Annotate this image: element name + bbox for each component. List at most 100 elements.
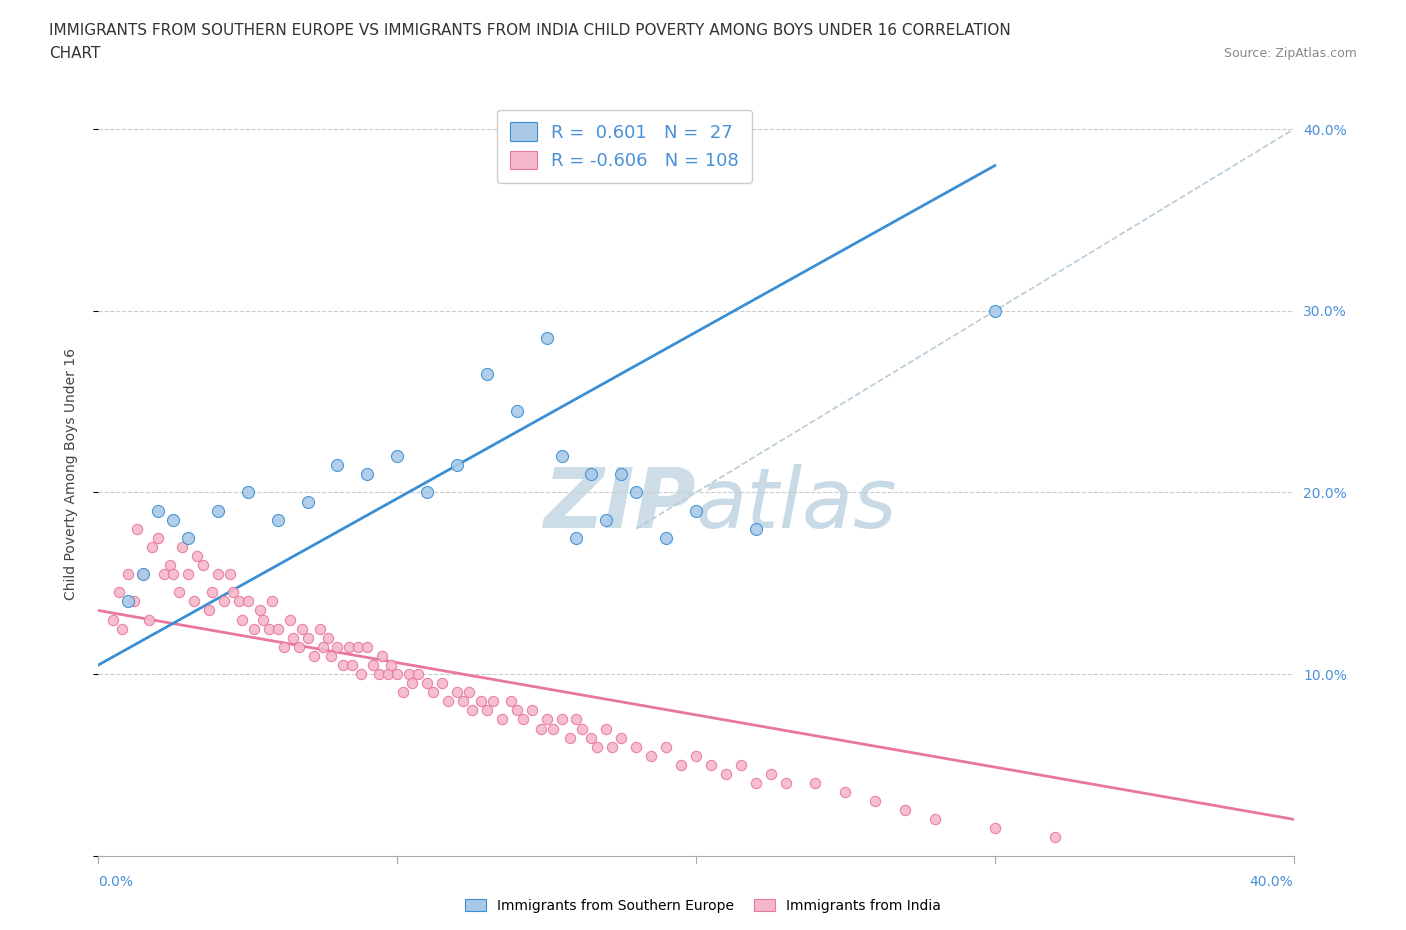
Point [595,721,617,736]
Point [148,530,170,545]
Point [380,658,402,672]
Point [228,594,250,609]
Point [132,566,155,581]
Point [610,730,633,745]
Point [626,485,648,500]
Point [236,594,259,609]
Point [103,612,125,627]
Point [326,458,349,472]
Point [212,594,235,609]
Point [610,467,633,482]
Point [520,703,543,718]
Point [924,812,946,827]
Point [183,594,205,609]
Point [700,757,723,772]
Point [775,776,797,790]
Point [191,558,214,573]
Point [595,512,617,527]
Point [655,739,678,754]
Point [550,448,572,463]
Point [550,712,572,727]
Point [111,621,134,636]
Point [655,530,678,545]
Point [273,639,295,654]
Point [108,585,131,600]
Point [377,667,399,682]
Point [406,667,429,682]
Point [236,485,259,500]
Point [287,639,309,654]
Point [685,749,707,764]
Point [267,621,290,636]
Text: Source: ZipAtlas.com: Source: ZipAtlas.com [1223,46,1357,60]
Point [581,467,603,482]
Point [730,757,752,772]
Point [401,676,423,691]
Point [281,631,304,645]
Point [201,585,224,600]
Point [311,639,333,654]
Point [437,694,460,709]
Point [222,585,245,600]
Point [565,712,588,727]
Point [138,612,160,627]
Point [162,512,184,527]
Point [416,485,439,500]
Point [153,566,176,581]
Text: CHART: CHART [49,46,101,61]
Point [451,694,474,709]
Point [416,676,439,691]
Point [257,621,280,636]
Point [560,730,582,745]
Point [640,749,662,764]
Point [475,367,498,382]
Point [167,585,190,600]
Point [124,594,146,609]
Text: ZIP: ZIP [543,464,696,545]
Point [162,566,184,581]
Point [148,503,170,518]
Text: IMMIGRANTS FROM SOUTHERN EUROPE VS IMMIGRANTS FROM INDIA CHILD POVERTY AMONG BOY: IMMIGRANTS FROM SOUTHERN EUROPE VS IMMIG… [49,23,1011,38]
Point [422,684,444,699]
Text: 40.0%: 40.0% [1250,874,1294,889]
Point [506,703,529,718]
Point [252,612,274,627]
Point [127,522,149,537]
Point [297,631,319,645]
Point [249,603,271,618]
Point [141,539,163,554]
Point [342,658,364,672]
Point [499,694,522,709]
Text: atlas: atlas [696,464,897,545]
Point [491,712,513,727]
Point [865,793,887,808]
Point [430,676,453,691]
Point [669,757,692,772]
Point [626,739,648,754]
Point [512,712,534,727]
Point [581,730,603,745]
Point [506,404,529,418]
Point [291,621,314,636]
Point [207,503,229,518]
Point [565,530,588,545]
Point [392,684,415,699]
Point [759,766,782,781]
Point [321,648,343,663]
Point [339,639,361,654]
Point [541,721,564,736]
Point [530,721,553,736]
Point [745,776,768,790]
Point [571,721,593,736]
Point [278,612,301,627]
Point [446,684,468,699]
Point [745,522,768,537]
Point [482,694,505,709]
Point [260,594,283,609]
Point [186,549,208,564]
Legend: Immigrants from Southern Europe, Immigrants from India: Immigrants from Southern Europe, Immigra… [460,894,946,919]
Point [332,658,354,672]
Point [461,703,484,718]
Point [586,739,609,754]
Point [894,803,917,817]
